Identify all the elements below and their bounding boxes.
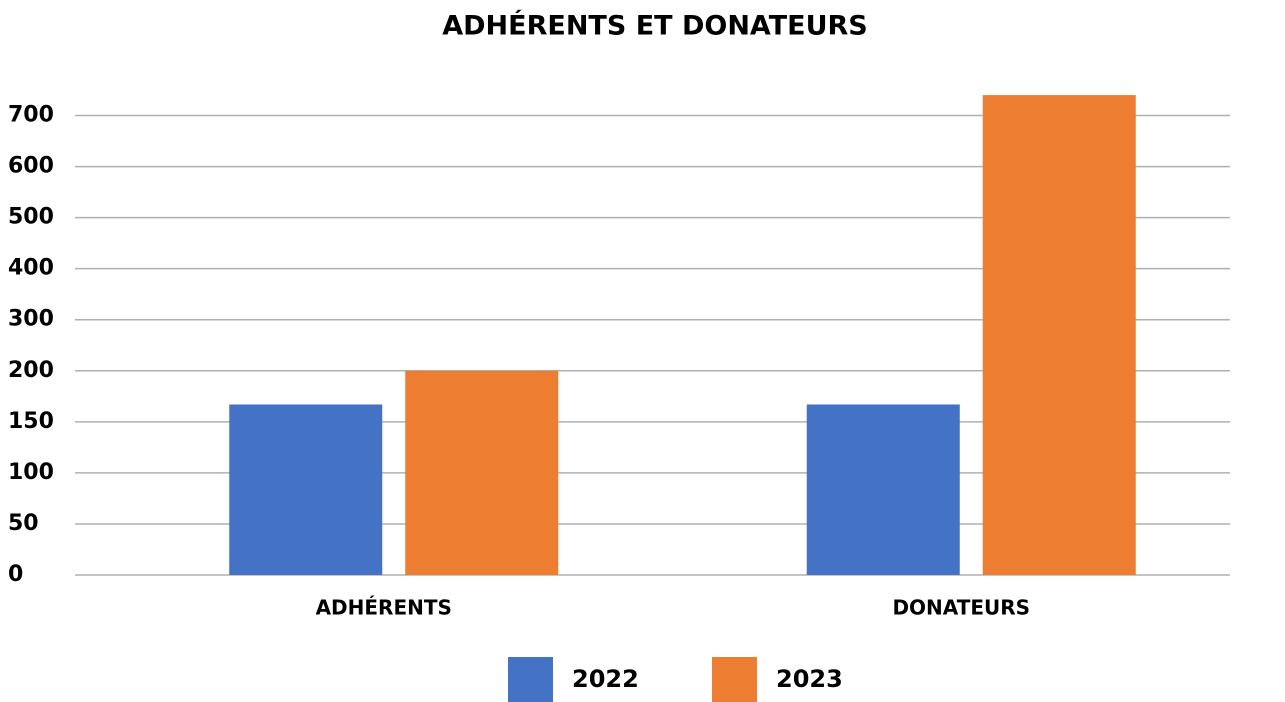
y-tick-label: 700 [8,103,54,128]
y-tick-label: 150 [8,409,54,434]
x-tick-label: DONATEURS [892,596,1030,620]
y-tick-label: 50 [8,511,39,536]
y-tick-label: 200 [8,358,54,383]
legend-swatch [508,657,553,702]
y-tick-label: 0 [8,562,23,587]
bar [806,404,960,575]
bar [982,95,1136,576]
y-tick-label: 600 [8,154,54,179]
legend-label: 2022 [572,665,639,693]
legend-label: 2023 [776,665,843,693]
y-tick-label: 300 [8,307,54,332]
y-tick-label: 400 [8,256,54,281]
chart-title: ADHÉRENTS ET DONATEURS [442,10,868,42]
bar [229,404,383,575]
bar [405,370,559,575]
y-tick-label: 100 [8,460,54,485]
legend-swatch [712,657,757,702]
x-tick-label: ADHÉRENTS [316,596,452,620]
y-tick-label: 500 [8,205,54,230]
